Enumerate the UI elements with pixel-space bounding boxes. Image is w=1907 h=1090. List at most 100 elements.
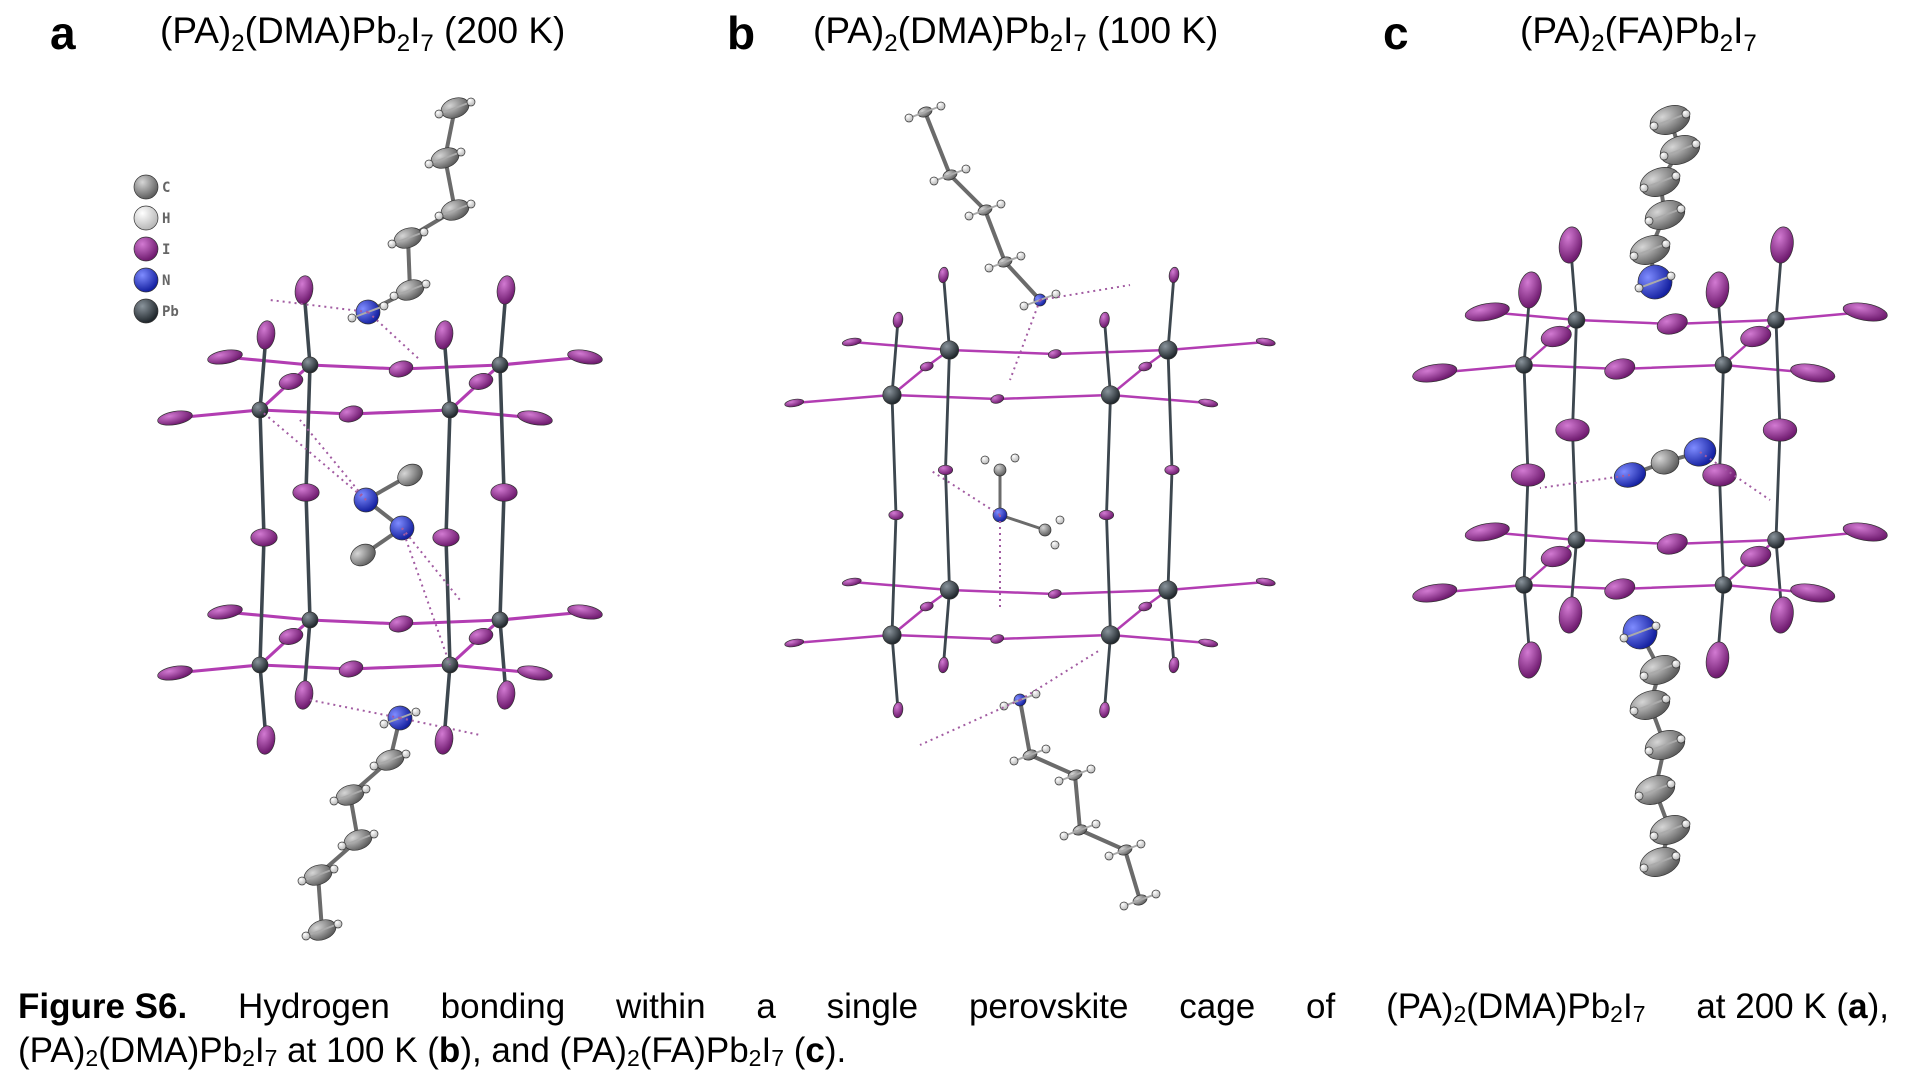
atom-c xyxy=(397,463,423,487)
atom-i xyxy=(490,483,518,502)
atom-i xyxy=(784,398,805,408)
bond xyxy=(1718,363,1725,477)
atom-i xyxy=(278,628,304,645)
bond xyxy=(850,580,951,592)
atom-i xyxy=(1098,509,1115,521)
atom-h xyxy=(424,159,434,169)
atom-i xyxy=(250,528,278,547)
atom-i xyxy=(1740,545,1772,568)
atom-i xyxy=(1558,226,1583,264)
atom-h xyxy=(1091,819,1101,829)
atom-pb xyxy=(1515,356,1533,374)
atom-pb xyxy=(251,656,269,674)
atom-pb xyxy=(882,625,902,645)
atom-i xyxy=(133,236,159,262)
atom-i xyxy=(256,725,276,755)
bond xyxy=(890,393,999,401)
bond xyxy=(308,363,403,371)
atom-i xyxy=(207,604,243,620)
atom-pb xyxy=(491,611,509,629)
bond xyxy=(1671,538,1778,546)
bond xyxy=(1166,348,1174,472)
atom-i xyxy=(1656,533,1688,555)
atom-h xyxy=(1681,109,1691,119)
bond xyxy=(983,208,1007,264)
atom-pb xyxy=(1714,576,1733,594)
bond xyxy=(1103,633,1112,712)
bond xyxy=(1123,848,1142,902)
hydrogen-bond xyxy=(1019,649,1101,701)
bond xyxy=(1073,773,1082,832)
atom-i xyxy=(1047,589,1062,599)
bond xyxy=(793,393,894,405)
bond xyxy=(444,408,452,540)
atom-pb xyxy=(133,298,159,324)
bond xyxy=(349,408,452,416)
bond xyxy=(1053,588,1170,596)
panel-a-title: (PA)2(DMA)Pb2I7 (200 K) xyxy=(160,10,566,57)
atom-i xyxy=(1770,596,1794,634)
atom-i xyxy=(207,349,243,365)
hydrogen-bond xyxy=(1699,451,1771,501)
atom-i xyxy=(1099,701,1110,719)
hydrogen-bond xyxy=(259,409,367,501)
atom-h xyxy=(301,931,311,941)
atom-i xyxy=(292,483,320,502)
bond xyxy=(308,618,403,626)
atom-h xyxy=(996,199,1006,209)
panel-a-structure xyxy=(157,97,603,941)
atom-i xyxy=(938,656,949,674)
atom-c xyxy=(133,174,159,200)
atom-h xyxy=(1016,251,1026,261)
legend-label-pb: Pb xyxy=(162,304,179,320)
bond xyxy=(258,408,353,416)
panel-a-letter: a xyxy=(50,7,76,59)
atom-i xyxy=(278,373,304,390)
atom-i xyxy=(1168,266,1180,284)
atom-i xyxy=(496,680,516,710)
bond xyxy=(944,468,951,592)
atom-h xyxy=(1054,776,1064,786)
atom-h xyxy=(379,301,389,311)
bond xyxy=(349,663,452,671)
bond xyxy=(1166,273,1176,352)
bond xyxy=(1774,318,1782,432)
bond xyxy=(1003,260,1042,302)
atom-i xyxy=(468,628,494,645)
bond xyxy=(1522,363,1621,371)
hydrogen-bond xyxy=(399,717,481,736)
bond xyxy=(948,588,1056,596)
atom-pb xyxy=(1100,625,1121,645)
atom-i xyxy=(567,349,603,365)
hydrogen-bond xyxy=(929,469,1001,516)
atom-h xyxy=(361,784,371,794)
atom-h xyxy=(456,147,466,157)
bond xyxy=(948,173,987,212)
bond xyxy=(996,633,1112,641)
atom-i xyxy=(784,638,805,648)
atom-i xyxy=(1702,463,1737,487)
atom-i xyxy=(1255,337,1276,347)
atom-h xyxy=(1676,204,1686,214)
hydrogen-bond xyxy=(919,699,1021,746)
atom-h xyxy=(1634,791,1644,801)
atom-h xyxy=(329,796,339,806)
bond xyxy=(944,348,951,472)
atom-i xyxy=(1518,641,1542,679)
panel-b-letter: b xyxy=(727,7,756,59)
hydrogen-bond xyxy=(401,527,451,666)
atom-h xyxy=(1651,621,1661,631)
atom-i xyxy=(256,320,276,350)
atom-h xyxy=(1050,540,1060,550)
atom-i xyxy=(1762,418,1798,442)
atom-h xyxy=(961,164,971,174)
atom-i xyxy=(1656,313,1688,335)
bond xyxy=(1522,473,1530,587)
atom-pb xyxy=(301,356,319,374)
hydrogen-bond xyxy=(1009,299,1041,381)
atom-c xyxy=(993,463,1007,477)
atom-pb xyxy=(1767,531,1785,549)
atom-c xyxy=(350,543,376,567)
atom-h xyxy=(347,313,357,323)
